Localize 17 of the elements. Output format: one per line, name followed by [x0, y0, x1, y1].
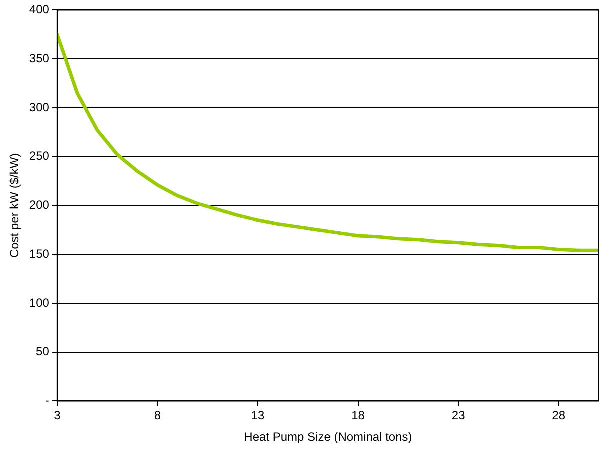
y-tick-label: 300	[29, 100, 50, 114]
x-tick-label: 28	[552, 408, 566, 423]
x-tick-label: 13	[251, 408, 265, 423]
x-tick-label: 3	[54, 408, 62, 423]
y-tick-label: 250	[29, 149, 50, 164]
x-axis-title: Heat Pump Size (Nominal tons)	[244, 430, 412, 444]
y-tick-label: 100	[29, 296, 50, 310]
y-tick-label: 150	[29, 246, 50, 261]
y-tick-label: 400	[29, 2, 50, 17]
y-axis-title: Cost per kW ($/kW)	[8, 153, 22, 258]
x-tick-label: 18	[352, 408, 366, 423]
y-tick-label: 200	[29, 198, 50, 212]
y-tick-label: -	[45, 394, 50, 408]
x-tick-label: 8	[154, 408, 162, 423]
y-tick-label: 350	[29, 51, 50, 66]
y-tick-label: 50	[36, 344, 50, 359]
x-tick-label: 23	[452, 408, 466, 423]
